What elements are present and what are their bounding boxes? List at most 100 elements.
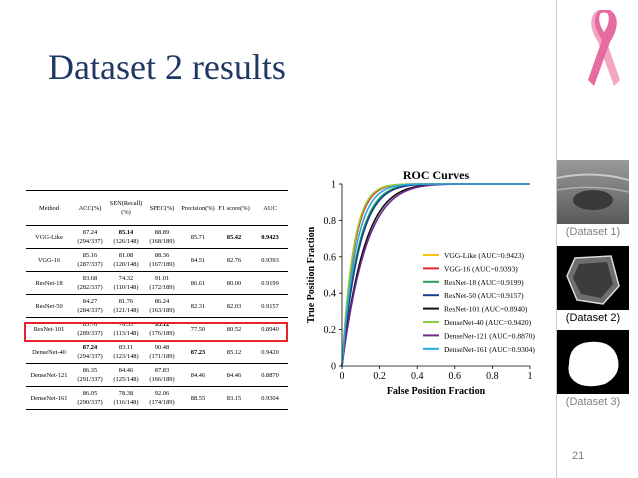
pink-ribbon-icon [588, 10, 620, 86]
cell-spec: 86.24 (163/189) [144, 294, 180, 318]
cell-f1: 85.12 [216, 340, 252, 364]
cell-auc: 0.9423 [252, 225, 288, 249]
table-row: VGG-Like 87.24 (294/337) 85.14 (126/148) 88.8… [26, 225, 288, 249]
cell-sen: 83.11 (123/148) [108, 340, 144, 364]
legend-label: DenseNet-121 (AUC=0.8870) [444, 331, 535, 340]
table-row: DenseNet-121 86.35 (291/337) 84.46 (125/148)… [26, 363, 288, 387]
x-tick-label: 0 [340, 371, 345, 382]
legend-label: ResNet-101 (AUC=0.8940) [444, 305, 528, 314]
header-auc: AUC [252, 190, 288, 226]
cell-method: VGG-Like [26, 225, 72, 249]
cell-auc: 0.9304 [252, 386, 288, 410]
cell-sen: 84.46 (125/148) [108, 363, 144, 387]
cell-spec: 88.36 (167/189) [144, 248, 180, 272]
cell-acc: 84.27 (284/337) [72, 294, 108, 318]
results-table: Method ACC(%) SEN(Recall)(%) SPEC(%) Pre… [26, 190, 288, 410]
cell-auc: 0.9157 [252, 294, 288, 318]
table-row: VGG-16 85.16 (287/337) 81.08 (120/148) 88.36(… [26, 248, 288, 272]
table-header-row: Method ACC(%) SEN(Recall)(%) SPEC(%) Pre… [26, 190, 288, 226]
y-axis-title: True Position Fraction [306, 226, 317, 323]
cell-f1: 83.15 [216, 386, 252, 410]
cell-spec: 90.48 (171/189) [144, 340, 180, 364]
cell-spec: 88.89 (168/189) [144, 225, 180, 249]
cell-sen: 81.76 (121/148) [108, 294, 144, 318]
cell-auc: 0.9420 [252, 340, 288, 364]
cell-precision: 84.46 [180, 363, 216, 387]
cell-f1: 85.42 [216, 225, 252, 249]
chart-title: ROC Curves [403, 168, 470, 182]
roc-curve-7 [341, 183, 530, 367]
cell-sen: 78.38 (116/148) [108, 386, 144, 410]
cell-method: DenseNet-121 [26, 363, 72, 387]
cell-acc: 85.16 (287/337) [72, 248, 108, 272]
cell-sen: 74.32 (110/148) [108, 271, 144, 295]
table-row: ResNet-18 83.68 (282/337) 74.32 (110/148) 91.… [26, 271, 288, 295]
header-method: Method [26, 190, 72, 226]
cell-acc: 83.68 (282/337) [72, 271, 108, 295]
cell-f1: 84.46 [216, 363, 252, 387]
dataset-1-ultrasound-image [557, 160, 629, 224]
cell-method: ResNet-18 [26, 271, 72, 295]
x-tick-label: 0.8 [486, 371, 499, 382]
cell-precision: 88.55 [180, 386, 216, 410]
y-tick-label: 0.6 [324, 252, 337, 263]
x-axis-title: False Position Fraction [387, 386, 486, 397]
y-tick-label: 0.8 [324, 216, 337, 227]
header-spec: SPEC(%) [144, 190, 180, 226]
dataset-3-label: (Dataset 3) [565, 396, 621, 408]
cell-spec: 92.06 (174/189) [144, 386, 180, 410]
cell-precision: 86.61 [180, 271, 216, 295]
legend-label: DenseNet-161 (AUC=0.9304) [444, 345, 535, 354]
cell-method: DenseNet-161 [26, 386, 72, 410]
x-tick-label: 0.6 [449, 371, 462, 382]
y-tick-label: 1 [331, 180, 336, 191]
cell-method: VGG-16 [26, 248, 72, 272]
cell-precision: 84.51 [180, 248, 216, 272]
y-tick-label: 0.4 [324, 289, 337, 300]
slide-title: Dataset 2 results [48, 47, 286, 87]
y-tick-label: 0.2 [324, 325, 337, 336]
cell-method: DenseNet-40 [26, 340, 72, 364]
header-acc: ACC(%) [72, 190, 108, 226]
table-row: ResNet-50 84.27 (284/337) 81.76 (121/148) 86.… [26, 294, 288, 318]
dataset-3-mask-image [557, 330, 629, 394]
legend-label: ResNet-18 (AUC=0.9199) [444, 278, 524, 287]
cell-f1: 82.76 [216, 248, 252, 272]
cell-precision: 87.23 [180, 340, 216, 364]
x-tick-label: 1 [528, 371, 533, 382]
cell-auc: 0.9393 [252, 248, 288, 272]
y-tick-label: 0 [331, 362, 336, 373]
cell-auc: 0.9199 [252, 271, 288, 295]
cell-method: ResNet-50 [26, 294, 72, 318]
dataset-2-ultrasound-image [557, 246, 629, 310]
cell-sen: 81.08 (120/148) [108, 248, 144, 272]
cell-precision: 85.71 [180, 225, 216, 249]
header-precision: Precision(%) [180, 190, 216, 226]
x-tick-label: 0.2 [373, 371, 386, 382]
cell-spec: 87.83 (166/189) [144, 363, 180, 387]
legend-label: DenseNet-40 (AUC=0.9420) [444, 318, 532, 327]
header-f1: F1 score(%) [216, 190, 252, 226]
dataset-2-label: (Dataset 2) [565, 312, 621, 324]
roc-chart: ROC Curves 0 0.2 0.4 0.6 0.8 1 0 0.2 0.4 0.6 0.8 1 Fa… [306, 168, 535, 397]
legend-label: VGG-16 (AUC=0.9393) [444, 264, 518, 273]
table-row: DenseNet-40 87.24 (294/337) 83.11 (123/148) 9… [26, 340, 288, 364]
cell-f1: 82.03 [216, 294, 252, 318]
divider-line [556, 0, 557, 478]
dataset-1-label: (Dataset 1) [565, 226, 621, 238]
cell-acc: 87.24 (294/337) [72, 225, 108, 249]
cell-spec: 91.01 (172/189) [144, 271, 180, 295]
cell-acc: 86.35 (291/337) [72, 363, 108, 387]
cell-acc: 87.24 (294/337) [72, 340, 108, 364]
header-sen: SEN(Recall)(%) [108, 190, 144, 226]
densenet-40-highlight-box [24, 322, 288, 342]
cell-precision: 82.31 [180, 294, 216, 318]
cell-sen: 85.14 (126/148) [108, 225, 144, 249]
legend-label: ResNet-50 (AUC=0.9157) [444, 291, 524, 300]
page-number: 21 [572, 450, 585, 462]
x-tick-label: 0.4 [411, 371, 424, 382]
table-row: DenseNet-161 86.05 (290/337) 78.38 (116/148)… [26, 386, 288, 410]
cell-acc: 86.05 (290/337) [72, 386, 108, 410]
cell-f1: 80.00 [216, 271, 252, 295]
legend-label: VGG-Like (AUC=0.9423) [444, 251, 525, 260]
